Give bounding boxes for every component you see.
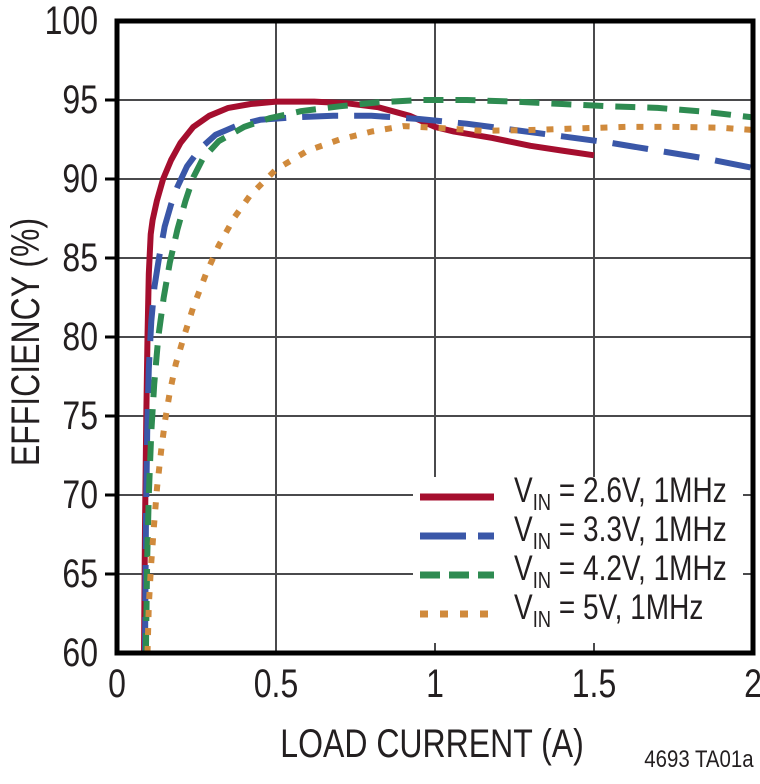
ytick-label-95: 95 [62, 78, 98, 122]
legend-swatch-vin-3v3-1mhz [420, 532, 494, 539]
xtick-label-0.5: 0.5 [253, 662, 299, 706]
x-axis-title: LOAD CURRENT (A) [280, 722, 584, 766]
legend-swatch-vin-2v6-1mhz [420, 493, 494, 500]
ytick-label-65: 65 [62, 552, 98, 596]
series-line-vin-4v2-1mhz [142, 97, 754, 654]
ytick-label-80: 80 [62, 315, 98, 359]
legend-swatch-vin-4v2-1mhz [420, 571, 494, 578]
figure-note: 4693 TA01a [644, 746, 754, 773]
ytick-label-100: 100 [44, 0, 98, 43]
legend-label-vin-5v-1mhz: VIN = 5V, 1MHz [514, 588, 704, 633]
legend-item-vin-3v3-1mhz: VIN = 3.3V, 1MHz [413, 511, 743, 555]
legend-label-vin-2v6-1mhz: VIN = 2.6V, 1MHz [514, 471, 727, 516]
ytick-label-70: 70 [62, 473, 98, 517]
xtick-label-1.5: 1.5 [571, 662, 617, 706]
y-axis-title: EFFICIENCY (%) [4, 217, 48, 467]
legend-item-vin-4v2-1mhz: VIN = 4.2V, 1MHz [413, 550, 743, 594]
ytick-label-75: 75 [62, 394, 98, 438]
legend-item-vin-2v6-1mhz: VIN = 2.6V, 1MHz [413, 472, 743, 516]
legend-item-vin-5v-1mhz: VIN = 5V, 1MHz [413, 589, 743, 633]
series-line-vin-5v-1mhz [144, 123, 754, 654]
xtick-label-1: 1 [426, 662, 444, 706]
plot-frame [114, 18, 756, 656]
xtick-label-2: 2 [673, 662, 760, 706]
legend-label-vin-3v3-1mhz: VIN = 3.3V, 1MHz [514, 510, 727, 555]
ytick-label-90: 90 [62, 157, 98, 201]
legend-swatch-vin-5v-1mhz [420, 610, 494, 617]
legend-label-vin-4v2-1mhz: VIN = 4.2V, 1MHz [514, 549, 727, 594]
series-line-vin-2v6-1mhz [141, 98, 595, 654]
ytick-label-60: 60 [62, 631, 98, 675]
legend: VIN = 2.6V, 1MHz VIN = 3.3V, 1MHz VIN = 4.… [413, 472, 743, 643]
series-line-vin-3v3-1mhz [142, 112, 754, 654]
xtick-label-0: 0 [108, 662, 126, 706]
ytick-label-85: 85 [62, 236, 98, 280]
